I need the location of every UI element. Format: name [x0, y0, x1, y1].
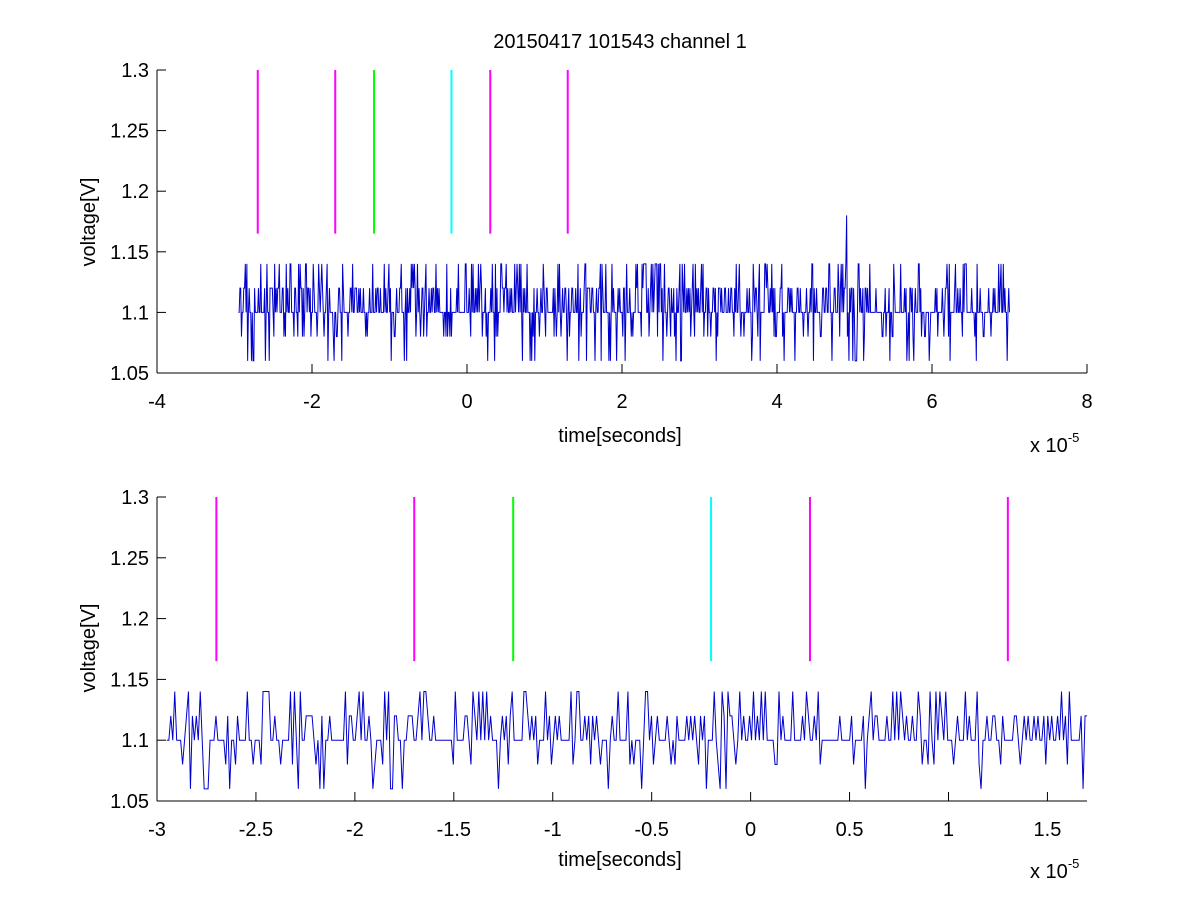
bottom-x-ticks: -3 -2.5 -2 -1.5 -1 -0.5 0 0.5 1 1.5: [148, 792, 1061, 841]
bottom-y-tick-label: 1.3: [121, 487, 149, 509]
bottom-x-tick-label: -1.5: [437, 819, 471, 841]
top-x-exponent: x 10-5: [1030, 430, 1079, 457]
bottom-axis-lines: [156, 497, 1087, 802]
bottom-x-tick-label: 0: [745, 819, 756, 841]
bottom-x-axis-label: time[seconds]: [558, 849, 681, 871]
bottom-x-tick-label: 0.5: [836, 819, 864, 841]
top-x-tick-label: 0: [461, 391, 472, 413]
bottom-x-tick-label: 1.5: [1034, 819, 1062, 841]
top-y-tick-label: 1.05: [110, 363, 149, 385]
bottom-x-exponent-power: -5: [1068, 856, 1080, 871]
top-y-tick-label: 1.1: [121, 302, 149, 324]
bottom-x-tick-label: -1: [544, 819, 562, 841]
top-x-tick-label: -2: [303, 391, 321, 413]
top-y-tick-label: 1.25: [110, 121, 149, 143]
top-x-tick-label: 8: [1081, 391, 1092, 413]
bottom-y-tick-label: 1.25: [110, 548, 149, 570]
bottom-x-exponent: x 10-5: [1030, 856, 1079, 883]
top-x-tick-label: 4: [771, 391, 782, 413]
bottom-y-tick-label: 1.2: [121, 609, 149, 631]
top-x-tick-label: 6: [926, 391, 937, 413]
bottom-x-tick-label: -2: [346, 819, 364, 841]
top-x-exponent-power: -5: [1068, 430, 1080, 445]
bottom-x-tick-label: 1: [943, 819, 954, 841]
top-y-ticks: 1.05 1.1 1.15 1.2 1.25 1.3: [110, 60, 166, 385]
top-x-ticks: -4 -2 0 2 4 6 8: [148, 364, 1093, 413]
top-x-exponent-base: x 10: [1030, 435, 1068, 457]
bottom-voltage-trace: [166, 691, 1087, 790]
bottom-y-axis-label: voltage[V]: [78, 604, 100, 693]
top-y-tick-label: 1.3: [121, 60, 149, 82]
top-y-tick-label: 1.2: [121, 181, 149, 203]
bottom-x-tick-label: -0.5: [634, 819, 668, 841]
bottom-y-tick-label: 1.05: [110, 791, 149, 813]
top-subplot: 1.05 1.1 1.15 1.2 1.25 1.3 -4 -2 0 2 4 6 8 time[sec…: [78, 60, 1093, 457]
top-x-tick-label: -4: [148, 391, 166, 413]
bottom-event-markers: [215, 497, 1009, 662]
bottom-y-tick-label: 1.15: [110, 669, 149, 691]
top-x-axis-label: time[seconds]: [558, 425, 681, 447]
top-voltage-trace: [238, 215, 1010, 362]
top-x-tick-label: 2: [616, 391, 627, 413]
bottom-subplot: 1.05 1.1 1.15 1.2 1.25 1.3 -3 -2.5 -2 -1.5 -1 -0.5…: [78, 487, 1087, 883]
bottom-x-tick-label: -3: [148, 819, 166, 841]
bottom-y-ticks: 1.05 1.1 1.15 1.2 1.25 1.3: [110, 487, 166, 813]
top-y-tick-label: 1.15: [110, 242, 149, 264]
bottom-x-exponent-base: x 10: [1030, 861, 1068, 883]
bottom-y-tick-label: 1.1: [121, 730, 149, 752]
figure-title: 20150417 101543 channel 1: [493, 31, 747, 53]
top-y-axis-label: voltage[V]: [78, 178, 100, 267]
bottom-x-tick-label: -2.5: [239, 819, 273, 841]
top-event-markers: [256, 70, 569, 234]
